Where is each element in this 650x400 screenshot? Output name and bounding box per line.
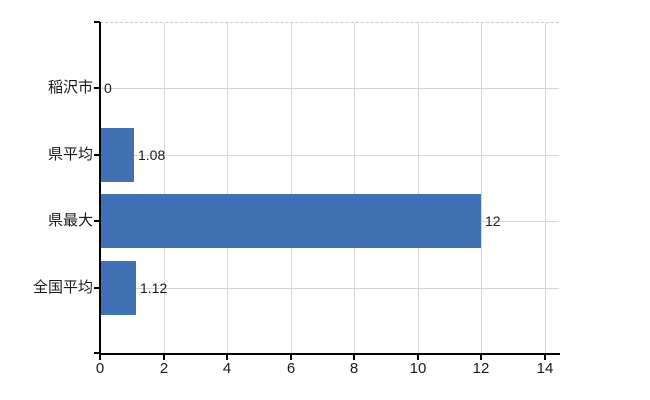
bar: [101, 261, 136, 315]
y-axis-line: [99, 22, 101, 355]
x-axis-tick: [226, 355, 228, 360]
h-gridline: [101, 88, 559, 89]
category-label: 県平均: [47, 146, 93, 163]
plot-area-top-border: [100, 22, 559, 23]
bar-value-label: 0: [104, 80, 112, 96]
v-gridline: [291, 23, 292, 353]
x-axis-tick: [290, 355, 292, 360]
x-axis-tick: [480, 355, 482, 360]
bar: [101, 128, 134, 182]
x-axis-tick: [99, 355, 101, 360]
v-gridline: [481, 23, 482, 353]
x-tick-label: 10: [409, 360, 427, 377]
x-axis-line: [99, 353, 560, 355]
y-axis-tick: [94, 220, 100, 222]
x-axis-tick: [163, 355, 165, 360]
category-label: 稲沢市: [47, 79, 93, 96]
y-axis-edge-tick: [94, 352, 100, 354]
v-gridline: [164, 23, 165, 353]
x-tick-label: 4: [222, 360, 232, 377]
h-gridline: [101, 288, 559, 289]
y-axis-tick: [94, 154, 100, 156]
x-tick-label: 2: [159, 360, 169, 377]
h-gridline: [101, 155, 559, 156]
x-tick-label: 8: [349, 360, 359, 377]
category-label: 県最大: [47, 212, 93, 229]
v-gridline: [418, 23, 419, 353]
v-gridline: [354, 23, 355, 353]
x-axis-tick: [417, 355, 419, 360]
x-axis-tick: [353, 355, 355, 360]
bar-value-label: 1.12: [140, 280, 168, 296]
bar: [101, 194, 481, 248]
y-axis-edge-tick: [94, 21, 100, 23]
v-gridline: [545, 23, 546, 353]
x-tick-label: 14: [536, 360, 554, 377]
x-axis-tick: [544, 355, 546, 360]
y-axis-tick: [94, 287, 100, 289]
x-tick-label: 0: [95, 360, 105, 377]
bar-value-label: 1.08: [138, 147, 166, 163]
bar-value-label: 12: [485, 213, 501, 229]
category-label: 全国平均: [32, 279, 93, 296]
y-axis-tick: [94, 87, 100, 89]
x-tick-label: 12: [472, 360, 490, 377]
x-tick-label: 6: [286, 360, 296, 377]
v-gridline: [227, 23, 228, 353]
